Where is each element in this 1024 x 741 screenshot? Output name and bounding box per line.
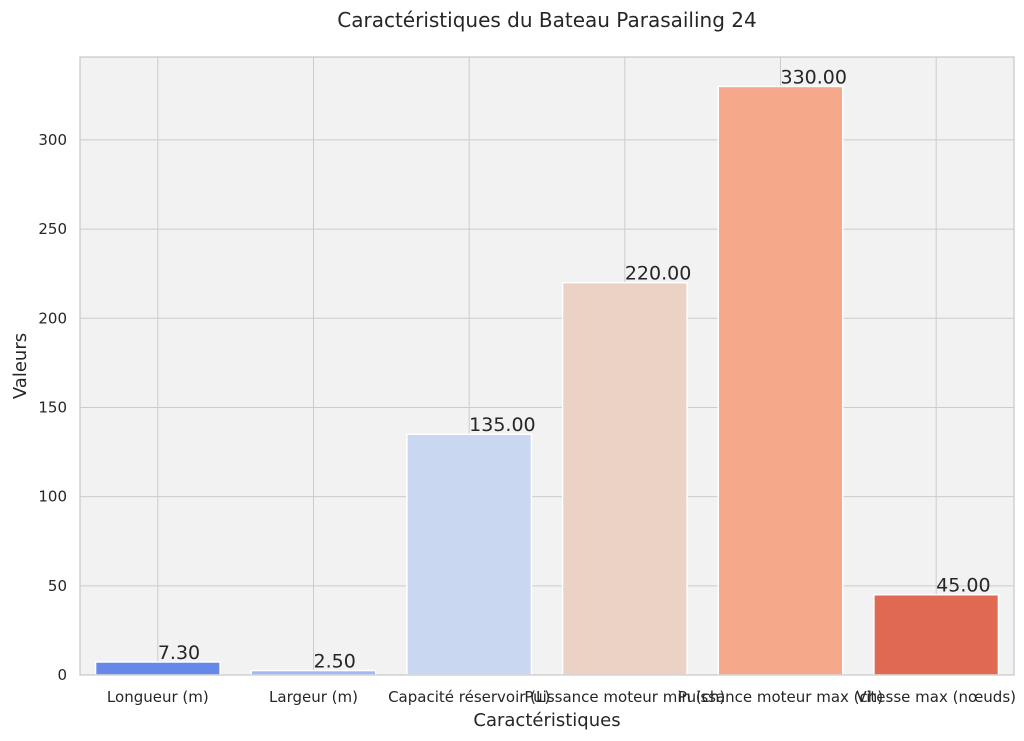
x-axis-label: Caractéristiques xyxy=(473,710,620,731)
y-tick-label: 200 xyxy=(38,309,67,327)
plot-area xyxy=(80,57,1014,675)
bar-value-label: 220.00 xyxy=(625,263,691,285)
bar-value-label: 2.50 xyxy=(314,651,356,673)
x-tick-label: Capacité réservoir (L) xyxy=(388,688,550,706)
bar-value-label: 135.00 xyxy=(469,414,535,436)
x-tick-label: Longueur (m) xyxy=(107,688,209,706)
bar xyxy=(561,281,688,676)
y-tick-label: 0 xyxy=(57,666,67,684)
x-tick-label: Largeur (m) xyxy=(269,688,358,706)
x-tick-label: Vitesse max (nœuds) xyxy=(856,688,1016,706)
bar xyxy=(717,85,844,676)
y-tick-label: 50 xyxy=(48,577,67,595)
y-axis-label: Valeurs xyxy=(10,333,31,399)
bar xyxy=(873,593,1000,676)
x-tick-label: Puissance moteur min (ch) xyxy=(524,688,725,706)
bar xyxy=(406,433,533,676)
bars xyxy=(94,85,1000,676)
bar-value-label: 330.00 xyxy=(781,66,847,88)
plot-frame xyxy=(79,56,1015,676)
x-tick-label: Puissance moteur max (ch) xyxy=(678,688,883,706)
chart-title: Caractéristiques du Bateau Parasailing 2… xyxy=(337,8,756,32)
y-tick-label: 150 xyxy=(38,398,67,416)
y-axis-ticks: 0 50 100 150 200 250 300 xyxy=(38,131,67,684)
y-tick-label: 300 xyxy=(38,131,67,149)
bar-value-label: 7.30 xyxy=(158,642,200,664)
x-axis-ticks: Longueur (m) Largeur (m) Capacité réservoi… xyxy=(107,688,1016,706)
y-tick-label: 250 xyxy=(38,220,67,238)
bar-value-labels: 7.30 2.50 135.00 220.00 330.00 45.00 xyxy=(158,66,991,672)
bar-value-label: 45.00 xyxy=(936,575,990,597)
y-tick-label: 100 xyxy=(38,488,67,506)
